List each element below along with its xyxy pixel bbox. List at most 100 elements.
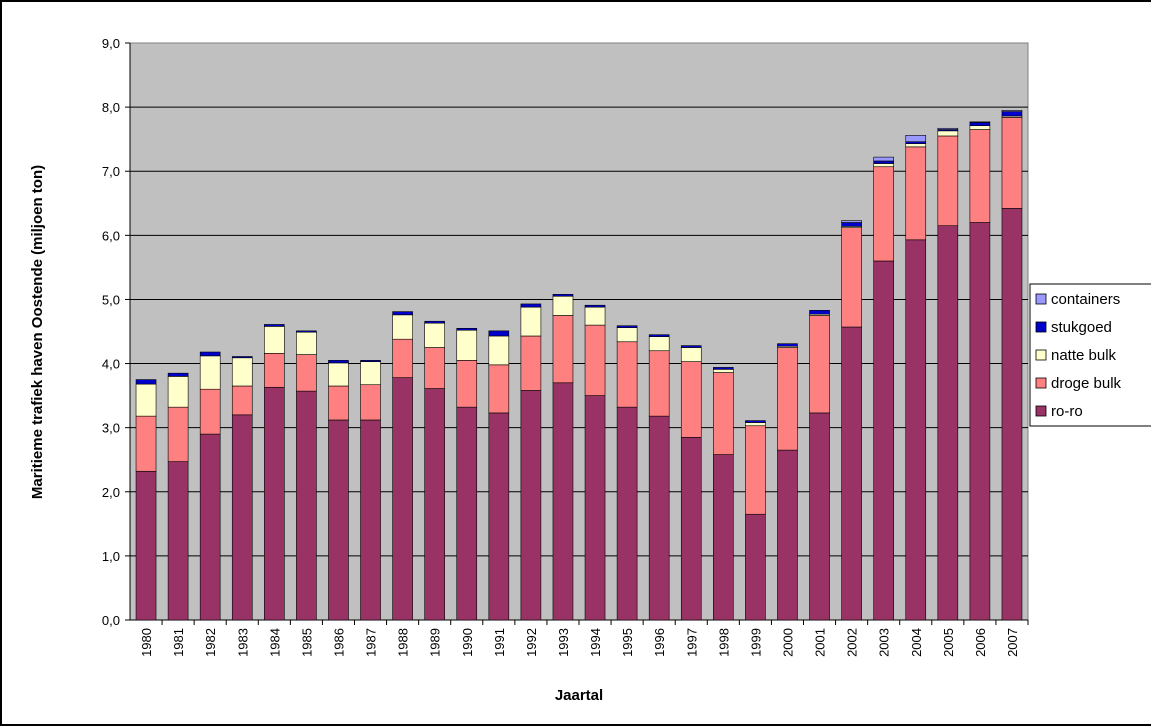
bar-segment [199, 351, 221, 357]
bar-segment [873, 260, 894, 621]
bar-segment [777, 347, 798, 451]
y-tick-label: 2,0 [102, 485, 120, 500]
bar-segment [648, 334, 670, 337]
bar-segment [648, 415, 670, 621]
bar-segment [424, 347, 445, 389]
bar-segment [488, 412, 510, 621]
bar-segment [264, 324, 285, 327]
x-tick-label: 1993 [556, 628, 571, 657]
bar-segment [969, 222, 991, 621]
bar-segment [264, 386, 285, 621]
y-tick-label: 0,0 [102, 613, 120, 628]
x-tick-label: 2007 [1005, 628, 1020, 657]
bar-segment [616, 327, 638, 343]
x-tick-label: 2000 [780, 628, 795, 657]
bar-segment [328, 360, 349, 364]
bar-segment [520, 335, 542, 391]
legend-swatch [1035, 349, 1047, 361]
x-tick-label: 1991 [492, 628, 507, 657]
bar-segment [745, 422, 766, 427]
x-tick-label: 1996 [652, 628, 667, 657]
bar-segment [809, 315, 830, 414]
bar-segment [296, 330, 317, 333]
bar-segment [135, 470, 157, 621]
bar-segment [713, 454, 734, 621]
bar-segment [584, 324, 606, 396]
bar-segment [424, 320, 445, 324]
bar-segment [1001, 111, 1023, 117]
x-tick-label: 2006 [973, 628, 988, 657]
bar-segment [167, 376, 189, 408]
bar-segment [456, 360, 478, 408]
x-tick-label: 1984 [267, 628, 282, 657]
bar-segment [873, 160, 894, 164]
bar-segment [1001, 110, 1023, 112]
bar-segment [296, 354, 317, 392]
bar-segment [520, 306, 542, 337]
bar-segment [392, 338, 413, 378]
bar-segment [745, 513, 766, 621]
y-tick-label: 3,0 [102, 421, 120, 436]
bar-segment [745, 420, 766, 423]
bar-segment [584, 395, 606, 621]
bar-segment [745, 425, 766, 515]
bar-segment [937, 130, 959, 137]
legend-swatch [1035, 293, 1047, 305]
bar-segment [616, 325, 638, 328]
y-tick-label: 6,0 [102, 228, 120, 243]
bar-segment [809, 310, 830, 315]
y-tick-label: 5,0 [102, 292, 120, 307]
x-tick-label: 1985 [299, 628, 314, 657]
bar-segment [264, 326, 285, 354]
bar-segment [584, 304, 606, 308]
bar-segment [456, 329, 478, 361]
y-tick-label: 7,0 [102, 164, 120, 179]
bar-segment [520, 303, 542, 308]
y-tick-label: 4,0 [102, 357, 120, 372]
bar-segment [552, 315, 574, 384]
bar-segment [456, 406, 478, 621]
bar-segment [584, 306, 606, 326]
bar-segment [873, 166, 894, 262]
bar-segment [199, 433, 221, 621]
bar-segment [937, 135, 959, 227]
x-tick-label: 2005 [941, 628, 956, 657]
bar-segment [296, 390, 317, 621]
y-tick-label: 9,0 [102, 36, 120, 51]
bar-segment [905, 239, 927, 621]
x-tick-label: 1988 [396, 628, 411, 657]
bar-segment [360, 419, 381, 621]
bar-segment [841, 227, 862, 328]
legend-label: natte bulk [1051, 347, 1117, 364]
bar-segment [552, 382, 574, 621]
bar-segment [360, 361, 381, 386]
bar-segment [969, 121, 991, 123]
legend-box [1029, 283, 1151, 427]
legend-swatch [1035, 377, 1047, 389]
bar-segment [488, 364, 510, 414]
x-tick-label: 1987 [364, 628, 379, 657]
x-tick-label: 1982 [203, 628, 218, 657]
bar-segment [969, 125, 991, 130]
bar-segment [937, 127, 959, 130]
bar-segment [713, 369, 734, 373]
bar-segment [905, 135, 927, 143]
x-axis-label: Jaartal [555, 687, 603, 704]
bar-segment [328, 419, 349, 621]
bar-segment [488, 335, 510, 366]
bar-segment [841, 220, 862, 223]
bar-segment [969, 122, 991, 127]
x-tick-label: 1999 [748, 628, 763, 657]
bar-segment [841, 326, 862, 621]
bar-segment [841, 222, 862, 227]
bar-segment [937, 225, 959, 621]
bar-segment [328, 385, 349, 421]
bar-segment [905, 143, 927, 148]
bar-segment [905, 146, 927, 241]
bar-segment [680, 436, 702, 621]
x-tick-label: 1997 [684, 628, 699, 657]
bar-segment [616, 406, 638, 621]
bar-segment [231, 385, 253, 416]
bar-segment [873, 163, 894, 168]
x-tick-label: 2001 [813, 628, 828, 657]
